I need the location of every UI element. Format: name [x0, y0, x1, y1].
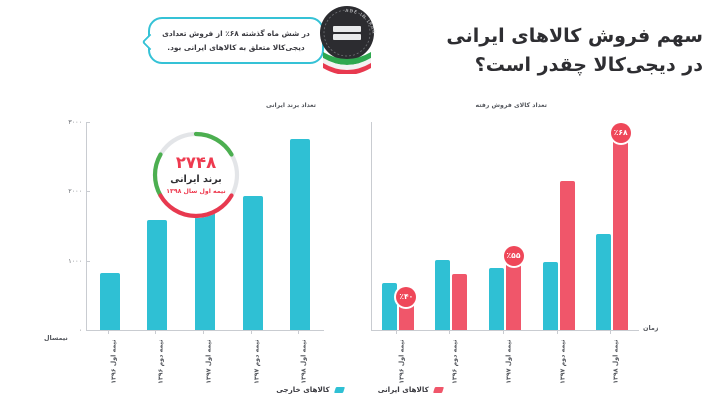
chart-items-sold: تعداد کالای فروش رفته نیمه اول ۱۳۹۶ نیمه …	[335, 100, 665, 384]
x-tick-mark	[250, 330, 252, 334]
x-tick-label: نیمه اول ۱۳۹۷	[505, 339, 513, 384]
y-tick-mark	[86, 122, 90, 123]
chart-iranian-brands: تعداد برند ایرانی ۰ ۱۰۰۰ ۲۰۰۰ ۳۰۰۰ نیمه اول…	[44, 100, 330, 384]
chart-brands-x-axis-title: نیمسال	[44, 334, 68, 342]
chart-sold-y-axis	[371, 122, 372, 330]
donut-caption: نیمه اول سال ۱۳۹۸	[166, 187, 226, 195]
y-tick-label: ۰	[78, 326, 82, 334]
page-title: سهم فروش کالاهای ایرانی در دیجی‌کالا چقد…	[413, 22, 703, 81]
y-tick-mark	[86, 330, 90, 331]
bar-brands	[147, 220, 168, 330]
percent-badge: ٪۴۰	[396, 286, 417, 307]
bar-iranian	[506, 256, 521, 330]
bar-foreign	[381, 282, 397, 330]
x-tick-mark	[298, 330, 300, 334]
title-line-1: سهم فروش کالاهای ایرانی	[446, 25, 703, 47]
legend-label: کالاهای ایرانی	[377, 385, 429, 394]
x-tick-label: نیمه اول ۱۳۹۷	[205, 339, 213, 384]
chart-brands-y-axis-label: تعداد برند ایرانی	[265, 102, 316, 109]
callout-line-1: در شش ماه گذشته ۶۸٪ از فروش تعدادی	[162, 28, 310, 38]
legend-iranian: کالاهای ایرانی	[377, 385, 444, 394]
x-tick-mark	[155, 330, 157, 334]
chart-sold-x-axis	[371, 330, 639, 331]
donut-value: ۲۷۴۸	[175, 152, 217, 172]
x-tick-label: نیمه دوم ۱۳۹۶	[157, 339, 165, 385]
y-tick-label: ۱۰۰۰	[68, 256, 82, 265]
legend-swatch-icon	[432, 386, 444, 393]
callout-text: در شش ماه گذشته ۶۸٪ از فروش تعدادی دیجی‌…	[153, 27, 319, 54]
x-tick-label: نیمه اول ۱۳۹۶	[398, 339, 406, 384]
bar-brands	[99, 273, 120, 330]
x-tick-label: نیمه اول ۱۳۹۸	[612, 339, 620, 384]
x-tick-mark	[503, 330, 504, 334]
x-tick-mark	[395, 330, 397, 334]
x-tick-label: نیمه دوم ۱۳۹۷	[559, 339, 567, 385]
title-line-2: در دیجی‌کالا چقدر است؟	[474, 54, 703, 77]
x-tick-label: نیمه دوم ۱۳۹۶	[451, 339, 459, 385]
y-tick-mark	[86, 260, 90, 262]
x-tick-mark	[449, 330, 451, 334]
iranian-brands-donut: ۲۷۴۸ برند ایرانی نیمه اول سال ۱۳۹۸	[148, 127, 244, 223]
callout-bubble: در شش ماه گذشته ۶۸٪ از فروش تعدادی دیجی‌…	[148, 17, 324, 64]
donut-label: برند ایرانی	[170, 174, 222, 186]
chart-brands-x-axis	[86, 330, 324, 331]
bar-brands	[290, 139, 311, 330]
x-tick-mark	[107, 330, 109, 334]
callout-line-2: دیجی‌کالا متعلق به کالاهای ایرانی بود.	[167, 42, 305, 52]
x-tick-mark	[203, 330, 204, 334]
legend-foreign: کالاهای خارجی	[276, 385, 345, 394]
bar-foreign	[435, 259, 451, 330]
percent-badge: ٪۵۵	[503, 245, 524, 266]
x-tick-mark	[556, 330, 558, 334]
bar-iranian	[559, 180, 575, 330]
chart-legend: کالاهای ایرانی کالاهای خارجی	[0, 385, 719, 394]
y-tick-label: ۳۰۰۰	[68, 118, 82, 126]
chart-sold-x-axis-title: زمان	[643, 324, 659, 332]
made-in-iran-icon: MADE IN IRAN	[311, 2, 383, 74]
bar-foreign	[542, 261, 558, 330]
y-tick-mark	[86, 191, 90, 193]
legend-label: کالاهای خارجی	[276, 385, 330, 394]
x-tick-mark	[610, 330, 612, 334]
bar-brands	[195, 199, 215, 330]
legend-swatch-icon	[333, 386, 345, 393]
x-tick-label: نیمه دوم ۱۳۹۷	[253, 339, 261, 385]
bar-iranian	[452, 273, 468, 330]
bar-foreign	[596, 233, 612, 330]
percent-badge: ٪۶۸	[610, 122, 631, 143]
chart-sold-y-axis-label: تعداد کالای فروش رفته	[475, 102, 547, 109]
bar-brands	[242, 196, 263, 330]
x-tick-label: نیمه اول ۱۳۹۸	[300, 339, 308, 384]
y-tick-label: ۲۰۰۰	[68, 187, 82, 196]
chart-brands-y-axis	[86, 122, 87, 330]
bar-foreign	[489, 267, 504, 330]
bar-iranian	[613, 133, 629, 330]
x-tick-label: نیمه اول ۱۳۹۶	[110, 339, 118, 384]
